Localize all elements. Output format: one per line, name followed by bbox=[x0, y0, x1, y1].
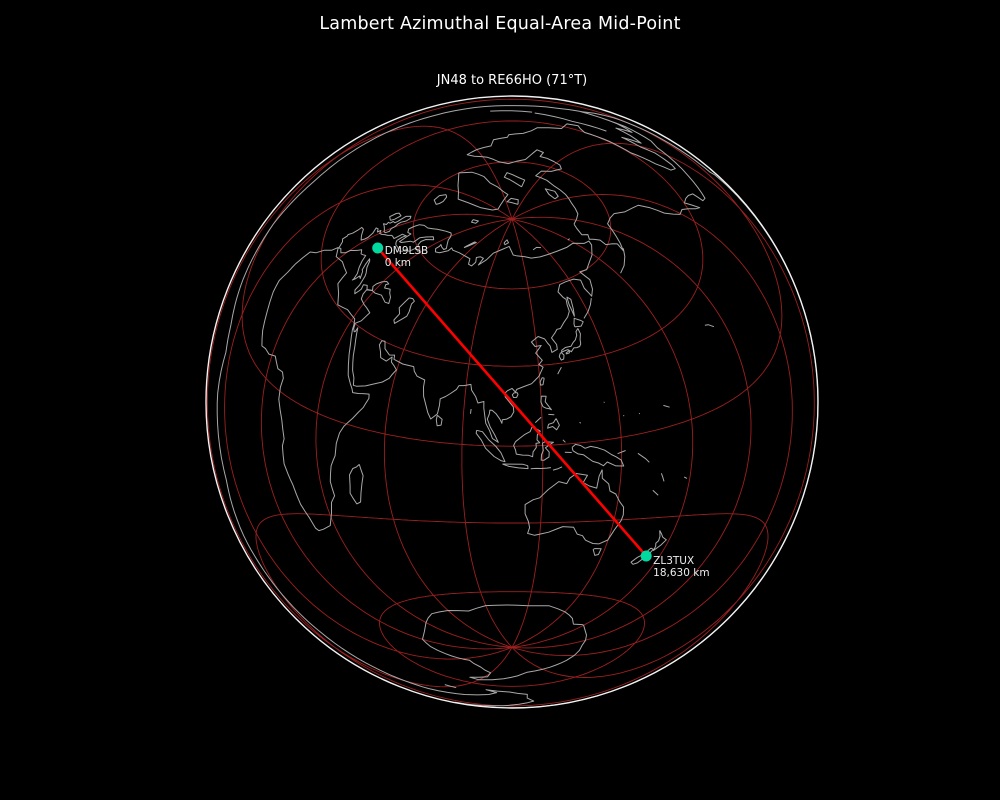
destination-callsign: ZL3TUX bbox=[653, 554, 695, 567]
origin-distance: 0 km bbox=[384, 257, 412, 270]
origin-callsign: DM9LSB bbox=[384, 244, 429, 257]
destination-distance: 18,630 km bbox=[653, 567, 710, 580]
origin-label: DM9LSB 0 km bbox=[385, 245, 429, 270]
figure-title: Lambert Azimuthal Equal-Area Mid-Point bbox=[319, 14, 681, 34]
route-subtitle: JN48 to RE66HO (71°T) bbox=[436, 73, 588, 88]
destination-marker bbox=[640, 550, 652, 562]
great-circle-route bbox=[376, 247, 648, 557]
destination-label: ZL3TUX 18,630 km bbox=[653, 555, 709, 580]
globe-rim bbox=[205, 95, 819, 709]
origin-marker bbox=[372, 242, 384, 254]
coastlines bbox=[216, 105, 819, 709]
